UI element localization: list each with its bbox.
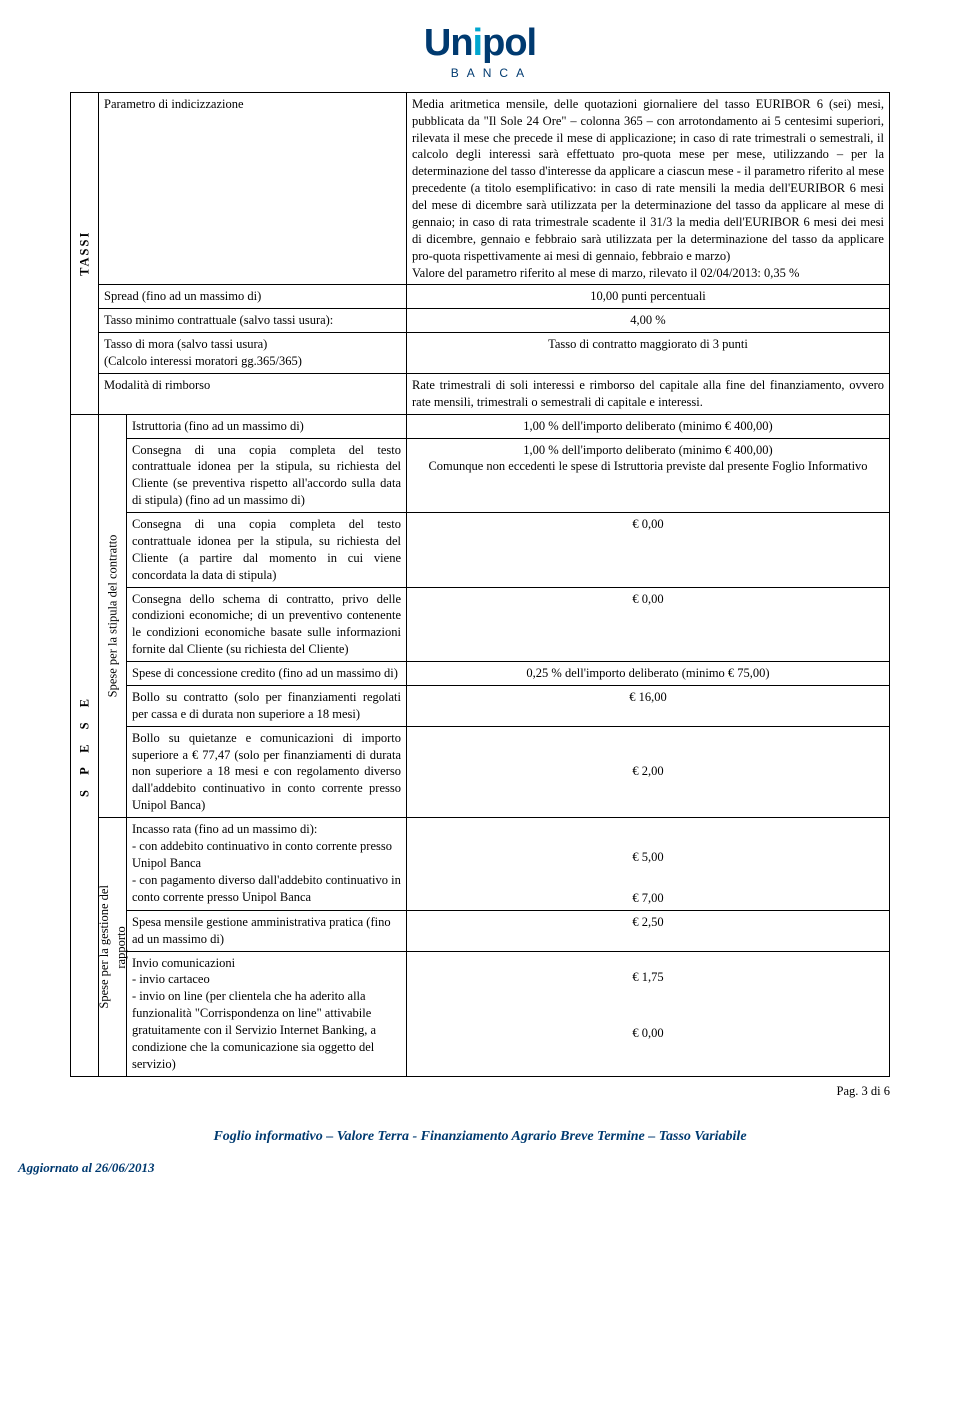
bollo-contr-label: Bollo su contratto (solo per finanziamen…	[127, 685, 407, 726]
param-label: Parametro di indicizzazione	[99, 92, 407, 285]
table-row: Spese per la gestione del rapporto Incas…	[71, 818, 890, 911]
invio-value: € 1,75 € 0,00	[407, 951, 890, 1076]
table-row: Invio comunicazioni - invio cartaceo - i…	[71, 951, 890, 1076]
rimborso-label: Modalità di rimborso	[99, 373, 407, 414]
gestione-label: Spesa mensile gestione amministrativa pr…	[127, 910, 407, 951]
table-row: S P E S E Spese per la stipula del contr…	[71, 414, 890, 438]
page-number: Pag. 3 di 6	[70, 1083, 890, 1100]
table-row: Consegna dello schema di contratto, priv…	[71, 587, 890, 662]
table-row: TASSI Parametro di indicizzazione Media …	[71, 92, 890, 285]
updated-date: Aggiornato al 26/06/2013	[18, 1159, 155, 1177]
table-row: Spesa mensile gestione amministrativa pr…	[71, 910, 890, 951]
table-row: Spread (fino ad un massimo di) 10,00 pun…	[71, 285, 890, 309]
rates-table: TASSI Parametro di indicizzazione Media …	[70, 92, 890, 1077]
table-row: Spese di concessione credito (fino ad un…	[71, 662, 890, 686]
tasso-min-value: 4,00 %	[407, 309, 890, 333]
invio-label: Invio comunicazioni - invio cartaceo - i…	[127, 951, 407, 1076]
rimborso-value: Rate trimestrali di soli interessi e rim…	[407, 373, 890, 414]
logo-suffix: pol	[482, 22, 536, 64]
table-row: Bollo su contratto (solo per finanziamen…	[71, 685, 890, 726]
incasso-value: € 5,00 € 7,00	[407, 818, 890, 911]
copia2-label: Consegna di una copia completa del testo…	[127, 513, 407, 588]
copia2-value: € 0,00	[407, 513, 890, 588]
bollo-contr-value: € 16,00	[407, 685, 890, 726]
logo-accent: i	[473, 22, 483, 64]
bollo-quiet-value: € 2,00	[407, 726, 890, 817]
table-row: Bollo su quietanze e comunicazioni di im…	[71, 726, 890, 817]
logo-subtitle: BANCA	[424, 65, 536, 81]
spread-label: Spread (fino ad un massimo di)	[99, 285, 407, 309]
incasso-label: Incasso rata (fino ad un massimo di): - …	[127, 818, 407, 911]
copia1-label: Consegna di una copia completa del testo…	[127, 438, 407, 513]
table-row: Tasso minimo contrattuale (salvo tassi u…	[71, 309, 890, 333]
sidebar-spese: S P E S E	[71, 414, 99, 1076]
footer-title: Foglio informativo – Valore Terra - Fina…	[70, 1128, 890, 1147]
tasso-mora-label: Tasso di mora (salvo tassi usura) (Calco…	[99, 333, 407, 374]
table-row: Consegna di una copia completa del testo…	[71, 438, 890, 513]
spread-value: 10,00 punti percentuali	[407, 285, 890, 309]
gestione-value: € 2,50	[407, 910, 890, 951]
istruttoria-label: Istruttoria (fino ad un massimo di)	[127, 414, 407, 438]
sidebar-spese-stipula: Spese per la stipula del contratto	[99, 414, 127, 817]
tasso-mora-value: Tasso di contratto maggiorato di 3 punti	[407, 333, 890, 374]
sidebar-spese-gestione: Spese per la gestione del rapporto	[99, 818, 127, 1077]
copia1-value: 1,00 % dell'importo deliberato (minimo €…	[407, 438, 890, 513]
sidebar-tassi: TASSI	[71, 92, 99, 414]
concessione-label: Spese di concessione credito (fino ad un…	[127, 662, 407, 686]
table-row: Modalità di rimborso Rate trimestrali di…	[71, 373, 890, 414]
tasso-min-label: Tasso minimo contrattuale (salvo tassi u…	[99, 309, 407, 333]
param-value: Media aritmetica mensile, delle quotazio…	[407, 92, 890, 285]
table-row: Consegna di una copia completa del testo…	[71, 513, 890, 588]
bollo-quiet-label: Bollo su quietanze e comunicazioni di im…	[127, 726, 407, 817]
concessione-value: 0,25 % dell'importo deliberato (minimo €…	[407, 662, 890, 686]
logo: Unipol BANCA	[0, 0, 960, 92]
logo-prefix: Un	[424, 22, 473, 64]
schema-value: € 0,00	[407, 587, 890, 662]
schema-label: Consegna dello schema di contratto, priv…	[127, 587, 407, 662]
istruttoria-value: 1,00 % dell'importo deliberato (minimo €…	[407, 414, 890, 438]
table-row: Tasso di mora (salvo tassi usura) (Calco…	[71, 333, 890, 374]
